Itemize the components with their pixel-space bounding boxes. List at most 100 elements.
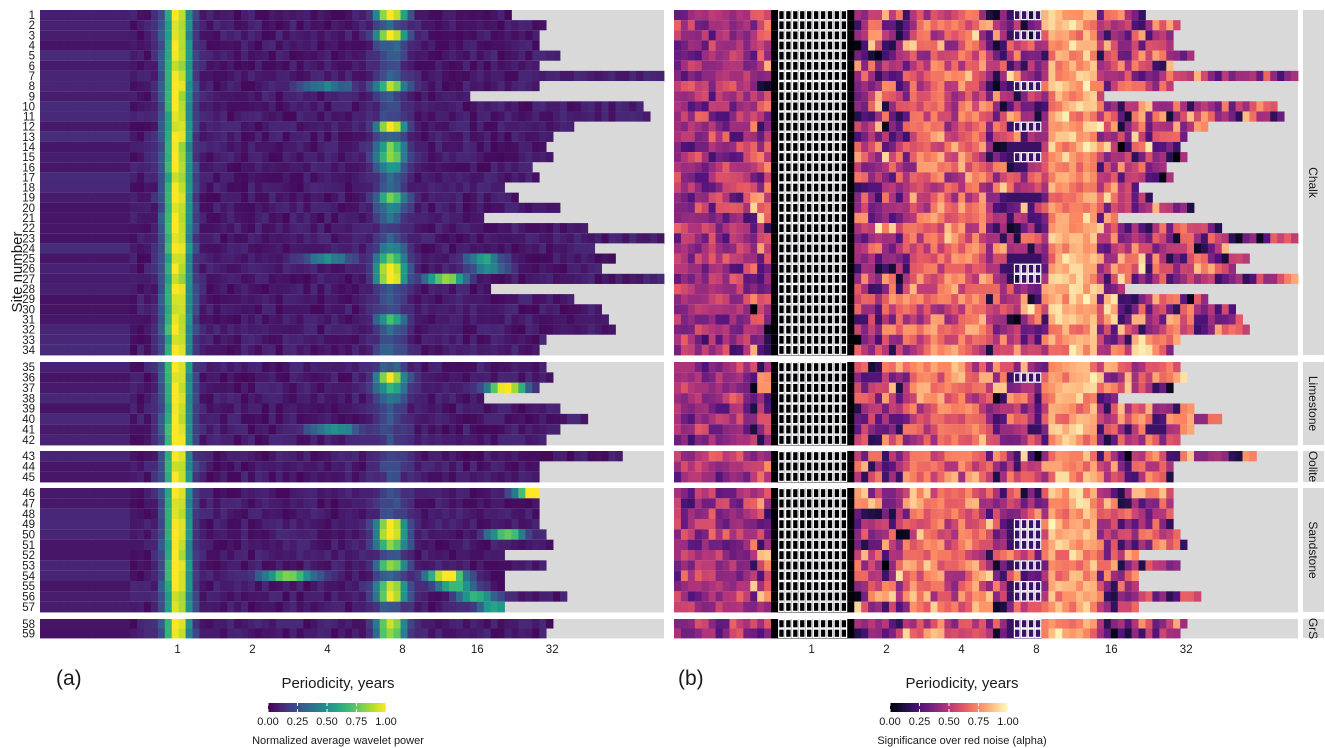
heatmap-cell <box>694 91 703 102</box>
heatmap-cell <box>687 324 696 336</box>
heatmap-cell <box>1034 40 1042 51</box>
heatmap-cell <box>164 101 173 112</box>
heatmap-cell <box>909 50 918 62</box>
heatmap-cell <box>213 233 221 244</box>
heatmap-cell <box>764 253 772 265</box>
heatmap-cell <box>687 152 696 163</box>
heatmap-cell <box>88 253 96 265</box>
heatmap-cell <box>1110 273 1119 285</box>
heatmap-cell <box>888 273 897 285</box>
heatmap-cell <box>674 60 682 72</box>
heatmap-cell <box>400 152 408 163</box>
heatmap-cell <box>895 101 904 112</box>
heatmap-cell <box>798 30 807 41</box>
heatmap-cell <box>157 131 166 143</box>
heatmap-cell <box>539 111 547 123</box>
heatmap-cell <box>868 233 876 244</box>
heatmap-cell <box>833 111 841 123</box>
heatmap-cell <box>868 304 876 315</box>
heatmap-cell <box>650 273 658 285</box>
heatmap-cell <box>227 334 235 346</box>
heatmap-cell <box>116 81 124 92</box>
heatmap-cell <box>1048 314 1056 325</box>
heatmap-cell <box>109 243 117 254</box>
heatmap-cell <box>192 294 200 305</box>
heatmap-cell <box>729 212 737 224</box>
heatmap-cell <box>345 314 353 325</box>
heatmap-cell <box>715 314 723 325</box>
heatmap-cell <box>701 101 710 112</box>
heatmap-cell <box>680 212 689 224</box>
heatmap-cell <box>643 111 651 123</box>
heatmap-cell <box>150 243 159 254</box>
heatmap-cell <box>1200 101 1209 112</box>
heatmap-cell <box>840 202 848 214</box>
heatmap-cell <box>992 182 1001 194</box>
heatmap-cell <box>157 304 166 315</box>
heatmap-cell <box>365 20 374 31</box>
heatmap-cell <box>1020 141 1028 153</box>
heatmap-cell <box>296 192 304 204</box>
heatmap-cell <box>778 91 786 102</box>
heatmap-cell <box>109 283 117 295</box>
heatmap-cell <box>213 182 221 194</box>
heatmap-cell <box>594 101 602 112</box>
heatmap-cell <box>95 131 103 143</box>
heatmap-cell <box>296 202 304 214</box>
heatmap-cell <box>469 202 478 214</box>
heatmap-cell <box>386 202 394 214</box>
heatmap-cell <box>192 20 200 31</box>
heatmap-cell <box>428 121 436 133</box>
heatmap-cell <box>476 141 485 153</box>
heatmap-cell <box>414 182 422 194</box>
heatmap-cell <box>694 152 703 163</box>
heatmap-cell <box>819 162 827 173</box>
heatmap-cell <box>150 10 159 21</box>
heatmap-cell <box>840 283 848 295</box>
heatmap-cell <box>116 263 124 275</box>
heatmap-cell <box>1131 324 1139 336</box>
heatmap-cell <box>456 192 464 204</box>
heatmap-cell <box>1041 253 1049 265</box>
heatmap-cell <box>282 81 290 92</box>
heatmap-cell <box>1207 304 1216 315</box>
heatmap-cell <box>372 91 381 102</box>
heatmap-cell <box>331 253 339 265</box>
heatmap-cell <box>428 182 436 194</box>
heatmap-cell <box>407 152 415 163</box>
heatmap-cell <box>743 60 751 72</box>
heatmap-cell <box>150 131 159 143</box>
heatmap-cell <box>594 111 602 123</box>
heatmap-cell <box>81 253 89 265</box>
heatmap-cell <box>1145 192 1153 204</box>
heatmap-cell <box>511 70 519 82</box>
heatmap-cell <box>937 20 945 31</box>
heatmap-cell <box>895 141 904 153</box>
heatmap-cell <box>67 172 76 183</box>
heatmap-cell <box>680 91 689 102</box>
heatmap-cell <box>916 152 924 163</box>
heatmap-cell <box>1027 152 1035 163</box>
heatmap-cell <box>407 91 415 102</box>
heatmap-cell <box>60 253 69 265</box>
heatmap-cell <box>1194 263 1202 275</box>
heatmap-cell <box>386 141 394 153</box>
heatmap-cell <box>234 20 242 31</box>
heatmap-cell <box>164 91 173 102</box>
heatmap-cell <box>192 60 200 72</box>
heatmap-cell <box>1013 91 1022 102</box>
heatmap-cell <box>289 70 297 82</box>
heatmap-cell <box>1048 223 1056 234</box>
heatmap-cell <box>67 121 76 133</box>
heatmap-cell <box>902 141 911 153</box>
heatmap-cell <box>317 91 325 102</box>
heatmap-cell <box>428 324 436 336</box>
heatmap-cell <box>386 152 394 163</box>
heatmap-cell <box>999 10 1008 21</box>
heatmap-cell <box>847 283 855 295</box>
heatmap-cell <box>979 20 987 31</box>
heatmap-cell <box>178 70 186 82</box>
heatmap-cell <box>157 223 166 234</box>
heatmap-cell <box>923 81 931 92</box>
heatmap-cell <box>1117 304 1126 315</box>
